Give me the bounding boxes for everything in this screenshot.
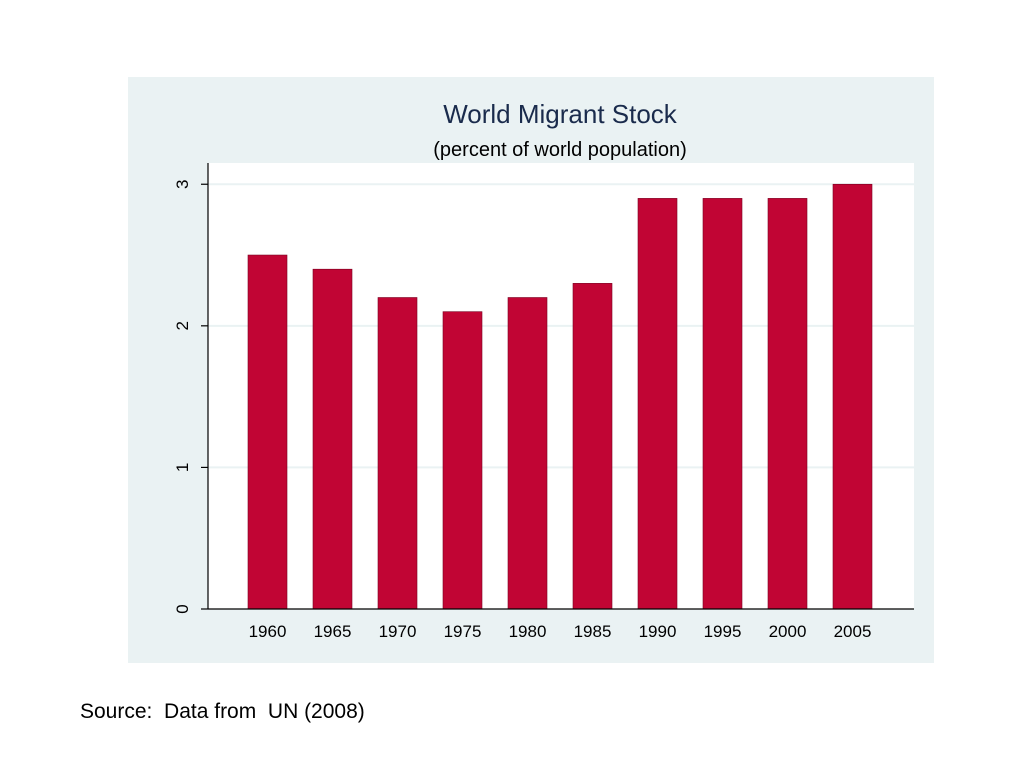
bar-1975 [442, 311, 483, 610]
bar-1995 [702, 198, 743, 610]
chart-title: World Migrant Stock [443, 99, 678, 129]
chart-subtitle: (percent of world population) [433, 139, 686, 161]
axes [207, 163, 914, 610]
x-tick-label: 1990 [639, 622, 677, 641]
x-tick-label: 1965 [314, 622, 352, 641]
x-tick-label: 2000 [769, 622, 807, 641]
bars [247, 183, 873, 610]
bar-1960 [247, 254, 288, 610]
y-axis-ticks: 0 1 2 3 [173, 180, 208, 614]
y-tick-label: 1 [173, 463, 192, 472]
bar-1985 [572, 283, 613, 610]
y-tick-label: 0 [173, 604, 192, 613]
bar-1980 [507, 297, 548, 610]
chart-panel: 0 1 2 3 1960 1965 1970 1975 1980 1985 1990 1995 200… [128, 77, 934, 663]
source-note: Source: Data from UN (2008) [80, 700, 365, 723]
x-tick-label: 1980 [509, 622, 547, 641]
x-tick-label: 1985 [574, 622, 612, 641]
x-axis-ticks: 1960 1965 1970 1975 1980 1985 1990 1995 2000 2005 [249, 622, 872, 641]
bar-2005 [832, 183, 873, 610]
x-tick-label: 1960 [249, 622, 287, 641]
bar-1970 [377, 297, 418, 610]
bar-1965 [312, 268, 353, 610]
bar-2000 [767, 198, 808, 610]
x-tick-label: 1995 [704, 622, 742, 641]
y-tick-label: 2 [173, 321, 192, 330]
bar-1990 [637, 198, 678, 610]
x-tick-label: 2005 [834, 622, 872, 641]
x-tick-label: 1970 [379, 622, 417, 641]
x-tick-label: 1975 [444, 622, 482, 641]
y-tick-label: 3 [173, 180, 192, 189]
bar-chart: 0 1 2 3 1960 1965 1970 1975 1980 1985 1990 1995 200… [128, 77, 934, 663]
